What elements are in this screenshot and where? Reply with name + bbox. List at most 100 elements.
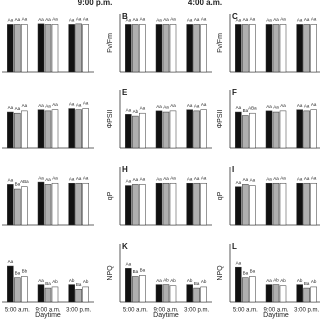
bar xyxy=(193,110,200,149)
x-tick-label: 9:00 a.m. xyxy=(153,308,178,314)
bar xyxy=(303,182,310,226)
significance-letter: Aa xyxy=(250,178,256,183)
bar xyxy=(186,182,193,226)
significance-letter: Ab xyxy=(52,279,58,284)
bar xyxy=(75,182,82,226)
x-tick-label: 5:00 a.m. xyxy=(5,308,30,314)
bar xyxy=(186,109,193,149)
significance-letter: Aa xyxy=(8,259,14,264)
panel-label: I xyxy=(232,165,234,174)
significance-letter: Aa xyxy=(38,175,44,180)
bar xyxy=(279,182,287,226)
bar xyxy=(125,268,132,303)
bar xyxy=(21,110,28,149)
bar xyxy=(51,24,59,73)
significance-letter: Aa xyxy=(236,260,242,265)
bar xyxy=(162,284,170,303)
significance-letter: Ab xyxy=(69,278,75,283)
bar xyxy=(21,276,28,303)
bar xyxy=(75,23,82,73)
significance-letter: Aa xyxy=(187,103,193,108)
significance-letter: Aa xyxy=(140,105,146,110)
panel-label: L xyxy=(232,242,237,251)
significance-letter: Ab xyxy=(83,279,89,284)
significance-letter: ABa xyxy=(248,105,257,110)
bar xyxy=(7,111,14,149)
x-tick-label: 5:00 a.m. xyxy=(233,308,258,314)
bar xyxy=(249,185,256,226)
significance-letter: Aa xyxy=(140,177,146,182)
significance-letter: Aa xyxy=(163,17,169,22)
bar xyxy=(310,109,317,149)
significance-letter: Aa xyxy=(15,17,21,22)
significance-letter: Aa xyxy=(297,103,303,108)
x-axis-label: Daytime xyxy=(35,312,61,319)
significance-letter: Aa xyxy=(297,18,303,23)
significance-letter: Ab xyxy=(280,278,286,283)
y-axis-label: qP xyxy=(107,191,114,200)
bar xyxy=(14,188,21,226)
significance-letter: Ba xyxy=(304,281,310,286)
bar xyxy=(139,24,146,73)
bar xyxy=(186,284,193,303)
bar xyxy=(265,182,273,226)
bar xyxy=(272,182,280,226)
bar xyxy=(242,24,249,73)
significance-letter: Aa xyxy=(163,105,169,110)
bar xyxy=(186,24,193,73)
significance-letter: Aa xyxy=(76,17,82,22)
bar xyxy=(249,276,256,303)
significance-letter: Aa xyxy=(170,17,176,22)
significance-letter: Aa xyxy=(52,175,58,180)
significance-letter: Aa xyxy=(15,106,21,111)
significance-letter: Aa xyxy=(280,17,286,22)
x-tick-label: 5:00 a.m. xyxy=(123,308,148,314)
significance-letter: Aa xyxy=(304,104,310,109)
bar xyxy=(310,286,317,303)
bar xyxy=(82,24,89,73)
bar xyxy=(139,275,146,303)
bar xyxy=(169,110,177,149)
significance-letter: Aa xyxy=(311,175,317,180)
significance-letter: Aa xyxy=(243,17,249,22)
significance-letter: Aa xyxy=(38,17,44,22)
significance-letter: Aa xyxy=(311,102,317,107)
bar xyxy=(296,109,303,149)
bar xyxy=(132,24,139,73)
bar xyxy=(14,277,21,303)
bar xyxy=(235,24,242,73)
bar xyxy=(242,115,249,149)
significance-letter: Aa xyxy=(83,175,89,180)
significance-letter: Aa xyxy=(69,176,75,181)
x-tick-label: 9:00 a.m. xyxy=(35,308,60,314)
significance-letter: Aa xyxy=(170,175,176,180)
bar xyxy=(75,288,82,303)
bar xyxy=(162,111,170,149)
bar xyxy=(265,110,273,149)
significance-letter: Aa xyxy=(201,17,207,22)
significance-letter: Ab xyxy=(133,109,139,114)
significance-letter: Aa xyxy=(83,17,89,22)
panel-title: 4:00 a.m. xyxy=(188,0,222,7)
bar xyxy=(44,24,52,73)
bar xyxy=(125,114,132,149)
bar xyxy=(51,109,59,149)
significance-letter: Aa xyxy=(83,101,89,106)
y-axis-label: Fv/Fm xyxy=(107,33,114,53)
bar xyxy=(235,111,242,149)
significance-letter: Aa xyxy=(194,17,200,22)
significance-letter: Ab xyxy=(163,277,169,282)
bar xyxy=(193,182,200,226)
bar xyxy=(310,182,317,226)
significance-letter: Aa xyxy=(311,17,317,22)
significance-letter: Aa xyxy=(187,176,193,181)
bar xyxy=(68,24,75,73)
bar xyxy=(279,285,287,303)
significance-letter: Aa xyxy=(69,102,75,107)
bar xyxy=(296,182,303,226)
bar xyxy=(21,24,28,73)
significance-letter: Aa xyxy=(266,176,272,181)
significance-letter: Aa xyxy=(8,105,14,110)
bar xyxy=(242,277,249,303)
